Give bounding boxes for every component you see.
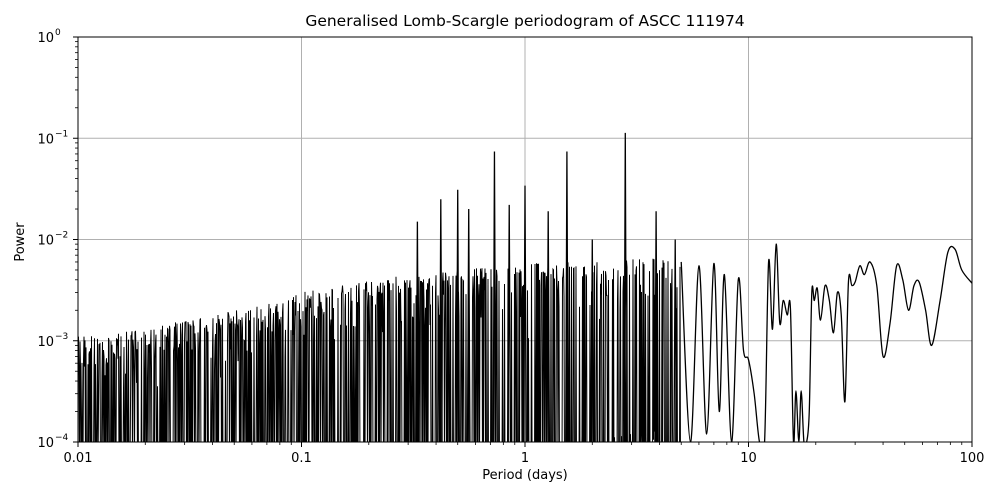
peak [507, 204, 512, 442]
peak [565, 151, 569, 442]
peak [438, 199, 443, 442]
peak [523, 185, 527, 442]
chart-title: Generalised Lomb-Scargle periodogram of … [305, 12, 745, 30]
peak [415, 221, 420, 442]
peak [673, 239, 678, 442]
y-tick-exponent: 0 [55, 28, 61, 38]
y-tick-label: 10 [37, 31, 54, 46]
noise-floor [78, 258, 681, 442]
x-axis-label: Period (days) [482, 468, 568, 483]
y-tick-exponent: −1 [55, 129, 68, 139]
x-tick-label: 100 [960, 451, 985, 466]
y-tick-label: 10 [37, 335, 54, 350]
peak [623, 132, 628, 442]
peak [590, 239, 595, 442]
x-tick-label: 1 [521, 451, 529, 466]
peak [492, 151, 497, 442]
x-tick-label: 10 [740, 451, 757, 466]
y-tick-exponent: −3 [55, 332, 68, 342]
y-tick-label: 10 [37, 436, 54, 451]
x-tick-label: 0.1 [291, 451, 312, 466]
periodogram-series [78, 132, 972, 442]
peak [546, 211, 551, 442]
peak [455, 189, 460, 442]
plot-area [78, 132, 972, 442]
peak [466, 209, 471, 442]
x-tick-label: 0.01 [64, 451, 93, 466]
long-period-curve [680, 243, 972, 442]
y-tick-label: 10 [37, 132, 54, 147]
y-tick-label: 10 [37, 234, 54, 249]
y-tick-exponent: −2 [55, 231, 68, 241]
peak [654, 211, 658, 442]
x-axis-ticks: 0.01 0.1 1 10 100 [64, 442, 985, 466]
y-axis-label: Power [13, 222, 28, 262]
y-tick-exponent: −4 [55, 433, 69, 443]
